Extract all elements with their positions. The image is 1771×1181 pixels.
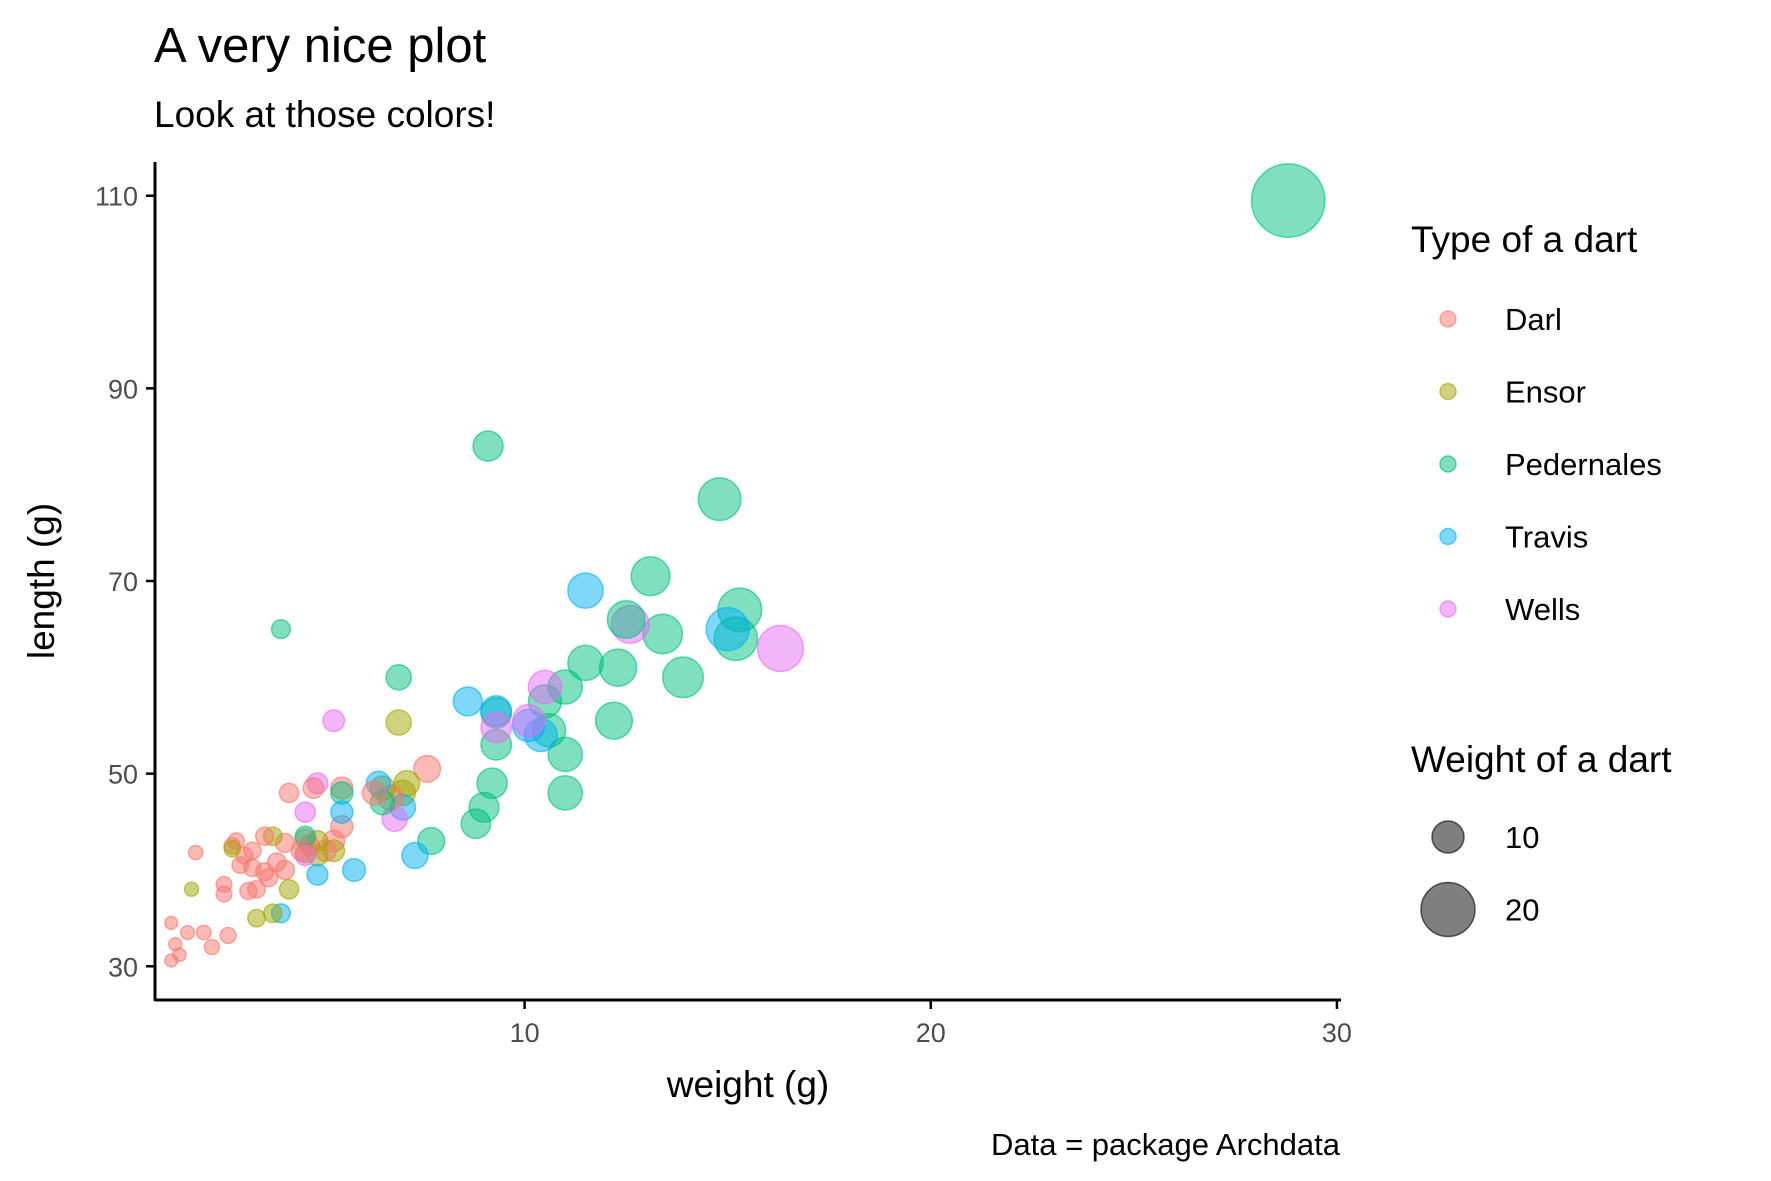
size-legend: Weight of a dart 10 20 [1411,739,1672,938]
legend-key-wells [1439,600,1457,618]
data-point-darl [361,780,388,806]
data-point-pedernales [1250,163,1326,238]
legend-key-darl [1439,310,1457,328]
data-point-darl [179,924,196,941]
x-tick-label: 10 [510,1018,540,1048]
data-point-darl [168,936,183,952]
size-legend-label: 20 [1505,893,1539,928]
data-point-darl [215,875,233,894]
data-point-pedernales [567,644,604,682]
data-point-darl [239,881,258,901]
data-point-travis [330,800,354,824]
legend-label-ensor: Ensor [1505,375,1586,410]
legend-label-pedernales: Pedernales [1505,447,1662,482]
y-tick-label: 30 [108,952,138,982]
data-point-darl [187,844,204,861]
data-point-pedernales [697,477,742,522]
x-axis-title: weight (g) [666,1064,829,1105]
points-layer [164,163,1326,968]
data-point-darl [203,938,221,956]
data-point-ensor [223,839,242,858]
x-tick-label: 20 [916,1018,946,1048]
data-point-travis [341,857,367,883]
x-axis-ticks: 10 20 30 [510,1000,1352,1048]
legend-key-ensor [1439,382,1457,401]
y-axis-title: length (g) [21,503,62,659]
data-point-travis [306,863,329,886]
size-legend-title: Weight of a dart [1411,739,1672,780]
data-point-ensor [247,908,267,928]
chart-title: A very nice plot [154,19,487,73]
size-legend-key [1431,820,1465,854]
data-point-wells [756,624,805,673]
legend-key-travis [1439,527,1457,546]
data-point-pedernales [547,775,584,811]
data-point-pedernales [630,556,671,597]
data-point-darl [413,754,442,783]
data-point-pedernales [385,663,413,691]
y-tick-label: 50 [108,760,138,790]
data-point-darl [164,915,179,931]
data-point-darl [278,782,300,804]
chart-caption: Data = package Archdata [991,1127,1341,1162]
data-point-ensor [278,878,300,900]
data-point-wells [511,703,546,738]
chart-subtitle: Look at those colors! [154,94,495,135]
data-point-darl [231,856,250,875]
data-point-travis [567,572,604,610]
data-point-pedernales [661,656,705,699]
y-axis-ticks: 30 50 70 90 110 [95,182,155,982]
data-point-ensor [183,881,200,897]
y-tick-label: 90 [108,374,138,404]
data-point-ensor [385,709,413,736]
size-legend-key [1420,881,1476,938]
data-point-darl [195,924,212,941]
data-point-travis [401,841,429,870]
data-point-darl [254,826,275,846]
legend-key-pedernales [1439,455,1457,473]
data-point-pedernales [270,619,292,640]
data-point-darl [164,953,179,968]
y-tick-label: 70 [108,567,138,597]
data-point-pedernales [598,648,638,687]
data-point-travis [705,606,750,652]
data-point-wells [294,801,317,823]
data-point-ensor [262,903,283,924]
y-tick-label: 110 [95,182,138,212]
data-point-wells [322,709,346,733]
color-legend: Type of a dart Darl Ensor Pedernales Travis… [1411,219,1662,627]
data-point-darl [302,777,325,800]
legend-label-wells: Wells [1505,592,1580,627]
x-tick-label: 30 [1322,1018,1352,1048]
legend-label-travis: Travis [1505,520,1588,555]
data-point-wells [527,669,563,705]
data-point-pedernales [606,600,646,640]
data-point-wells [480,711,513,744]
legend-label-darl: Darl [1505,302,1562,337]
data-point-darl [219,926,237,945]
data-point-pedernales [460,808,492,840]
size-legend-label: 10 [1505,820,1539,855]
data-point-pedernales [472,430,504,462]
data-point-pedernales [594,701,634,740]
data-point-travis [452,686,483,717]
color-legend-title: Type of a dart [1411,219,1638,260]
